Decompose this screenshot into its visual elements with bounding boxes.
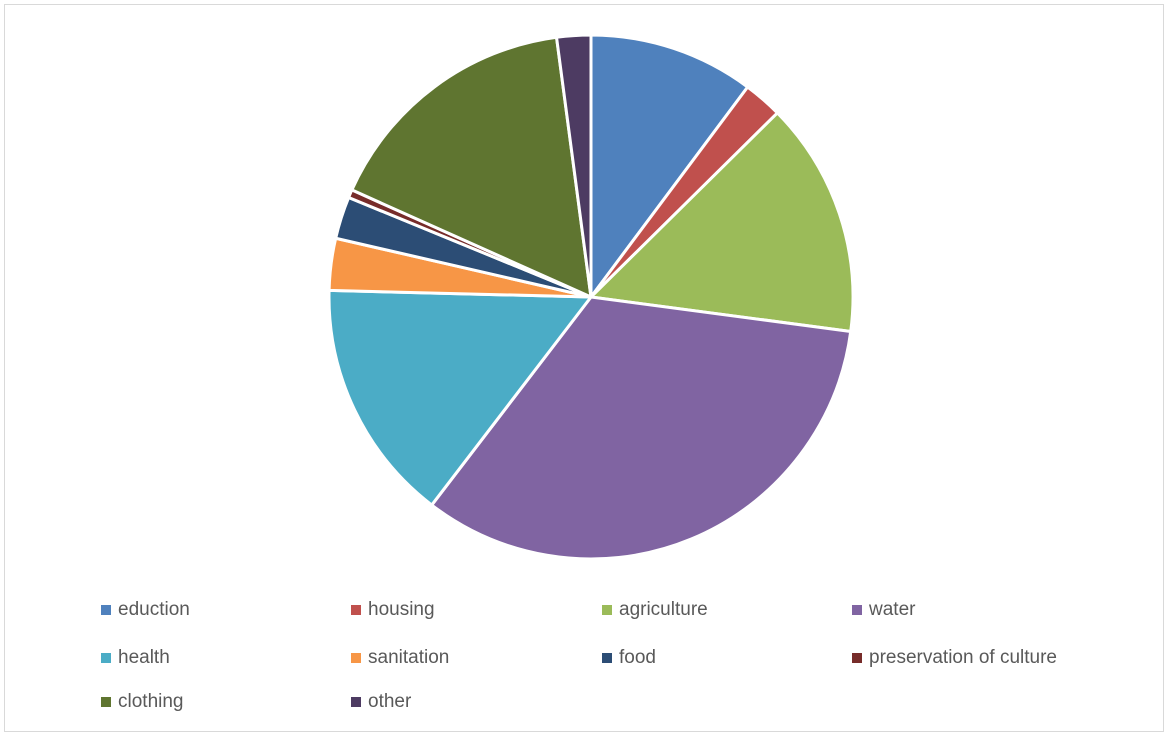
- pie-slice-eduction: [589, 33, 750, 299]
- pie-slice-clothing: [350, 35, 593, 299]
- pie-slice-other: [555, 33, 593, 299]
- pie-slice-agriculture: [589, 111, 855, 333]
- pie-slice-water: [430, 295, 853, 561]
- pie-slice-health: [327, 288, 593, 507]
- pie-chart: [327, 33, 855, 561]
